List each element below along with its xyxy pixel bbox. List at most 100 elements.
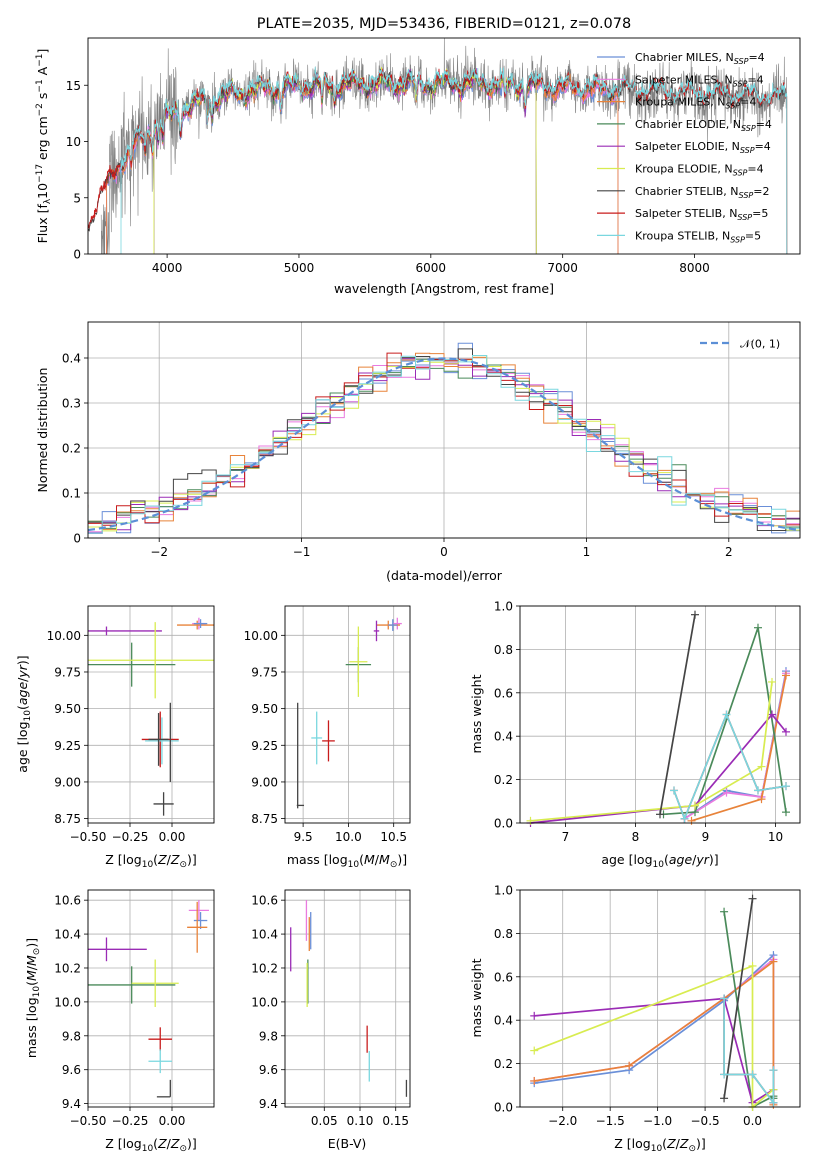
massweight_vs_Z-ytick-label: 1.0	[494, 884, 513, 898]
spectrum-ytick-label: 15	[66, 79, 81, 93]
massweight_vs_Z-xtick-label: −1.0	[643, 1114, 672, 1128]
legend-entry-chabrier_elodie: Chabrier ELODIE, NSSP=4	[635, 118, 772, 133]
mass_vs_ebv-errorbars	[290, 900, 408, 1097]
errorbar-chabrier_miles	[388, 619, 398, 631]
spectrum-xtick-label: 6000	[416, 261, 447, 275]
spectrum-xtick-label: 8000	[679, 261, 710, 275]
mass_vs_ebv-ytick-label: 9.6	[259, 1063, 278, 1077]
age_vs_mass-xtick-label: 10.0	[335, 830, 362, 844]
age_vs_mass-errorbars	[296, 617, 402, 809]
mass_vs_ebv-xtick-label: 0.05	[311, 1114, 338, 1128]
legend-entry-kroupa_stelib: Kroupa STELIB, NSSP=5	[635, 229, 761, 244]
errorbar-chabrier_stelib	[153, 792, 174, 816]
massweight_vs_Z-ytick-label: 0.8	[494, 927, 513, 941]
massweight_vs_Z-ytick-label: 0.6	[494, 970, 513, 984]
series-kroupa_stelib	[120, 66, 788, 254]
errorbar-chabrier_stelib	[148, 713, 169, 766]
mass_vs_Z-ytick-label: 9.8	[62, 1029, 81, 1043]
series-salpeter_miles	[106, 72, 619, 254]
massweight_vs_Z-xtick-label: −2.0	[548, 1114, 577, 1128]
legend-entry-kroupa_elodie: Kroupa ELODIE, NSSP=4	[635, 163, 764, 178]
spectrum-xlabel: wavelength [Angstrom, rest frame]	[334, 281, 554, 296]
massweight_vs_age-ytick-label: 0.2	[494, 773, 513, 787]
legend-entry-normal: 𝒩(0, 1)	[740, 338, 780, 351]
mass_vs_ebv-ytick-label: 10.0	[251, 995, 278, 1009]
residuals-ytick-label: 0.2	[62, 442, 81, 456]
spectrum-ytick-label: 5	[73, 191, 81, 205]
mass_vs_Z-ytick-label: 10.4	[54, 928, 81, 942]
massweight_vs_Z-xtick-label: −0.5	[691, 1114, 720, 1128]
age_vs_mass-ytick-label: 8.75	[251, 812, 278, 826]
series-chabrier_elodie	[720, 907, 778, 1111]
massweight_vs_Z-ytick-label: 0.2	[494, 1057, 513, 1071]
mass_vs_ebv-ytick-label: 9.8	[259, 1029, 278, 1043]
residuals-xtick-label: 0	[440, 545, 448, 559]
massweight_vs_Z-axes: −2.0 −1.5 −1.0 −0.5 0.0 0.0 0.2 0.4 0.6 0.8 1.0	[494, 884, 800, 1128]
model-spectra	[88, 66, 788, 254]
mass_vs_ebv-ytick-label: 9.4	[259, 1097, 278, 1111]
age_vs_Z-ytick-label: 9.25	[54, 739, 81, 753]
mass_vs_Z-axes: −0.50 −0.25 0.00 9.4 9.6 9.8 10.0 10.2 10.4 10.6	[54, 890, 214, 1128]
mass_vs_ebv-ytick-label: 10.4	[251, 928, 278, 942]
massweight-age-ylabel: mass weight	[469, 674, 484, 753]
mass_vs_ebv-ytick-label: 10.2	[251, 961, 278, 975]
series-kroupa_stelib	[670, 710, 790, 823]
normal-curve	[88, 357, 798, 532]
mass_vs_Z-xtick-label: −0.25	[112, 1114, 149, 1128]
age_vs_mass-ytick-label: 10.00	[244, 629, 278, 643]
series-chabrier_miles	[680, 667, 790, 823]
massweight-age-xlabel: age [log10(age/yr)]	[601, 852, 718, 870]
age-vs-Z-xlabel: Z [log10(Z/Z⊙)]	[105, 852, 197, 870]
mass_vs_Z-frame	[87, 889, 215, 1108]
spectrum-ytick-label: 10	[66, 135, 81, 149]
mass-vs-Z-ylabel: mass [log10(M/M⊙)]	[24, 938, 42, 1058]
residuals-ytick-label: 0.1	[62, 487, 81, 501]
massweight-Z-ylabel: mass weight	[469, 958, 484, 1037]
spectrum-ytick-label: 0	[73, 248, 81, 262]
age_vs_mass-ytick-label: 9.50	[251, 702, 278, 716]
residuals-xlabel: (data-model)/error	[386, 568, 503, 583]
errorbar-kroupa_elodie	[131, 959, 179, 1007]
age_vs_Z-axes: −0.50 −0.25 0.00 8.75 9.00 9.25 9.50 9.75 10.00	[47, 606, 214, 844]
age-vs-Z-ylabel: age [log10(age/yr)]	[15, 655, 33, 772]
errorbar-salpeter_miles	[188, 900, 209, 921]
age_vs_Z-ytick-label: 9.50	[54, 702, 81, 716]
age_vs_Z-xtick-label: 0.00	[159, 830, 186, 844]
errorbar-salpeter_stelib	[322, 720, 335, 762]
residuals-ytick-label: 0.4	[62, 352, 81, 366]
errorbar-salpeter_miles	[392, 617, 402, 630]
errorbar-chabrier_elodie	[88, 966, 176, 1004]
series-kroupa_elodie	[526, 677, 776, 825]
massweight_vs_age-xtick-label: 9	[702, 830, 710, 844]
mass-vs-ebv-xlabel: E(B-V)	[328, 1136, 367, 1151]
errorbar-kroupa_stelib	[148, 1049, 172, 1074]
massweight_vs_age-frame	[519, 605, 801, 824]
errorbar-kroupa_stelib	[145, 717, 179, 765]
mass_vs_Z-ytick-label: 10.2	[54, 961, 81, 975]
mass_vs_Z-ytick-label: 9.4	[62, 1097, 81, 1111]
spectrum-ylabel: Flux [fλ10−17 erg cm−2 s−1 A−1]	[35, 49, 53, 244]
legend-entry-kroupa_miles: Kroupa MILES, NSSP=4	[635, 96, 756, 111]
errorbar-salpeter_stelib	[148, 1027, 172, 1052]
massweight_vs_age-ytick-label: 1.0	[494, 600, 513, 614]
errorbar-kroupa_miles	[177, 620, 214, 630]
age_vs_mass-xtick-label: 10.5	[380, 830, 407, 844]
legend-entry-chabrier_miles: Chabrier MILES, NSSP=4	[635, 51, 765, 66]
age_vs_mass-xtick-label: 9.5	[294, 830, 313, 844]
age-vs-mass-xlabel: mass [log10(M/M⊙)]	[287, 852, 407, 870]
residuals-axes: −2 −1 0 1 2 0 0.1 0.2 0.3 0.4	[62, 322, 800, 559]
legend-entry-chabrier_stelib: Chabrier STELIB, NSSP=2	[635, 185, 769, 200]
spectrum-xtick-label: 4000	[152, 261, 183, 275]
age_vs_Z-frame	[87, 605, 215, 824]
residuals-ytick-label: 0	[73, 532, 81, 546]
residuals-ytick-label: 0.3	[62, 397, 81, 411]
residuals-xtick-label: 1	[583, 545, 591, 559]
age_vs_mass-frame	[284, 605, 411, 824]
mass_vs_ebv-ytick-label: 10.6	[251, 894, 278, 908]
spectrum-legend: Chabrier MILES, NSSP=4 Salpeter MILES, NS…	[597, 51, 772, 244]
errorbar-kroupa_elodie	[349, 626, 368, 697]
legend-entry-salpeter_elodie: Salpeter ELODIE, NSSP=4	[635, 140, 771, 155]
age_vs_mass-axes: 9.5 10.0 10.5 8.75 9.00 9.25 9.50 9.75 10.00	[244, 606, 410, 844]
errorbar-chabrier_miles	[193, 619, 208, 628]
